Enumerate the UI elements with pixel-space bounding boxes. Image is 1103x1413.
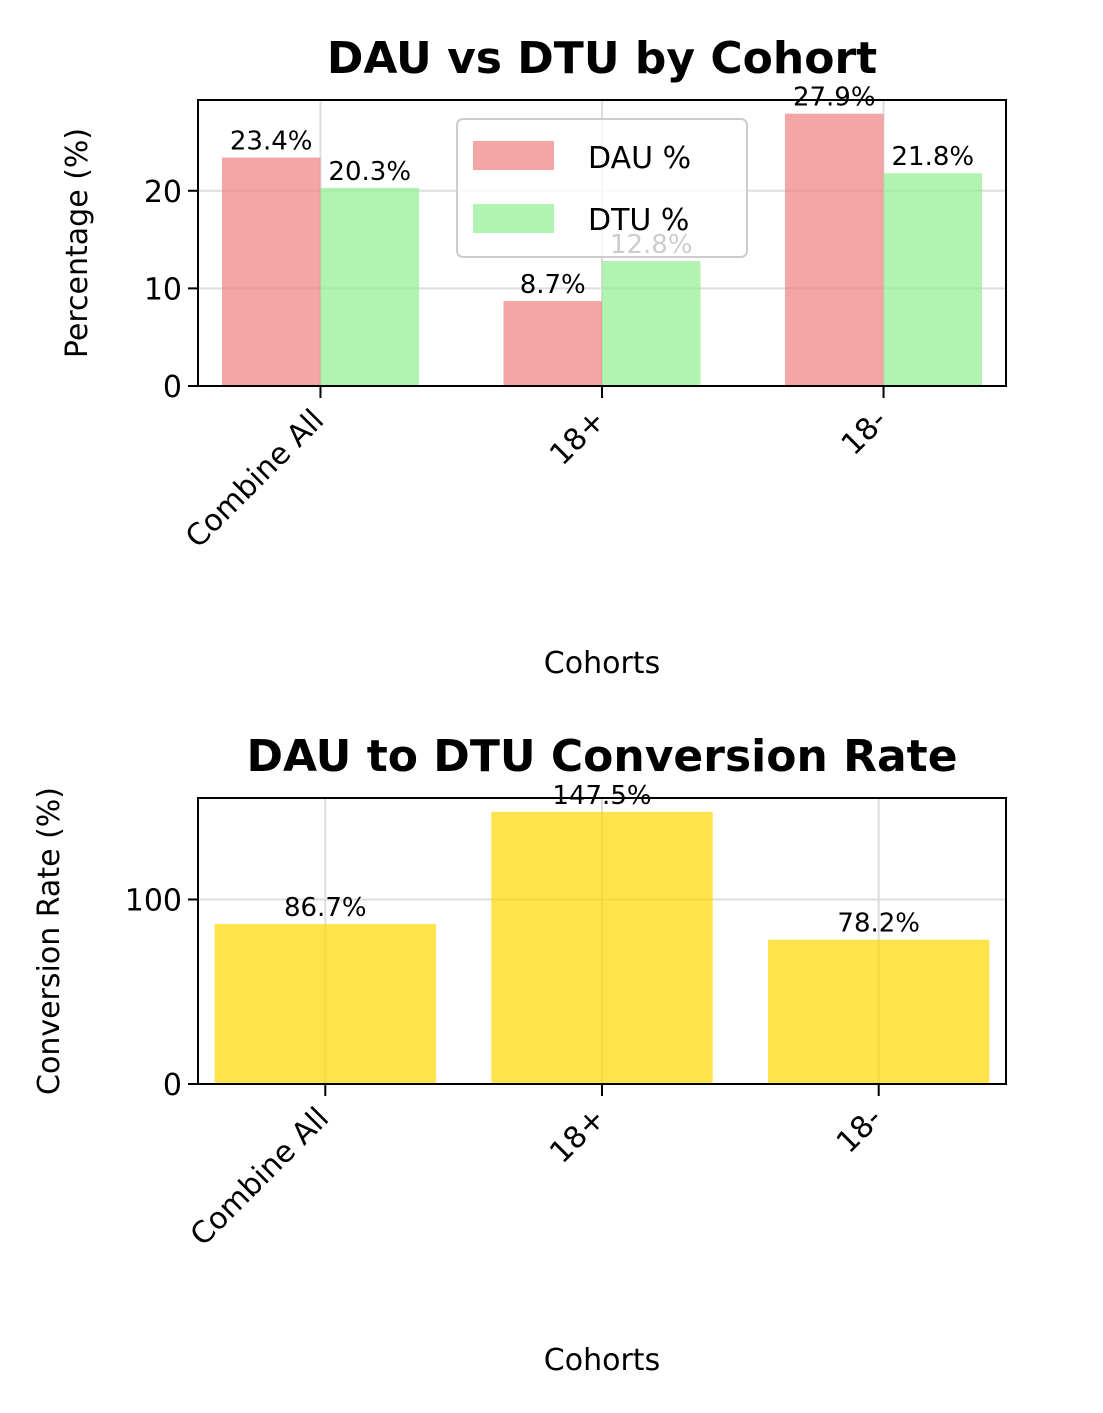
bar-value-label: 21.8% (891, 142, 974, 172)
bar-value-label: 78.2% (837, 909, 920, 939)
legend-swatch-dau (473, 141, 554, 170)
bar (883, 173, 983, 386)
bar-value-label: 20.3% (328, 157, 411, 187)
bar-value-label: 8.7% (520, 270, 586, 300)
bar-value-label: 27.9% (793, 83, 876, 113)
bar (214, 924, 436, 1084)
bar (768, 939, 990, 1084)
x-axis-label: Cohorts (544, 646, 660, 681)
y-axis-ticks: 0 100 (125, 883, 198, 1103)
bar (221, 157, 321, 386)
data-labels: 86.7% 147.5% 78.2% (284, 781, 920, 939)
bars (214, 811, 990, 1084)
legend: DAU % DTU % (456, 118, 748, 258)
y-tick-label: 10 (144, 272, 182, 307)
bar-value-label: 86.7% (284, 893, 367, 923)
y-axis-label: Percentage (%) (60, 128, 95, 358)
y-tick-label: 0 (163, 1068, 182, 1103)
legend-swatch-dtu (473, 204, 554, 233)
bar-value-label: 23.4% (230, 127, 313, 157)
x-axis-label: Cohorts (544, 1343, 660, 1378)
bar (503, 301, 602, 386)
chart-title: DAU to DTU Conversion Rate (246, 731, 957, 782)
bars (221, 113, 983, 386)
bar (491, 811, 713, 1084)
y-tick-label: 0 (163, 370, 182, 405)
bar (320, 187, 420, 386)
y-axis-ticks: 0 10 20 (144, 175, 198, 405)
y-axis-label: Conversion Rate (%) (32, 787, 67, 1095)
cohort-chart: DAU vs DTU by Cohort 23.4% 8.7% 27.9% 20.3%… (60, 33, 1007, 681)
bar-value-label: 147.5% (552, 781, 651, 811)
bar (602, 261, 701, 386)
legend-label-dau: DAU % (588, 141, 691, 176)
bar (784, 113, 884, 386)
y-tick-label: 20 (144, 175, 182, 210)
y-tick-label: 100 (125, 883, 182, 918)
legend-label-dtu: DTU % (588, 203, 689, 238)
chart-title: DAU vs DTU by Cohort (327, 33, 877, 84)
conversion-chart: DAU to DTU Conversion Rate 86.7% 147.5% 78… (32, 731, 1007, 1378)
